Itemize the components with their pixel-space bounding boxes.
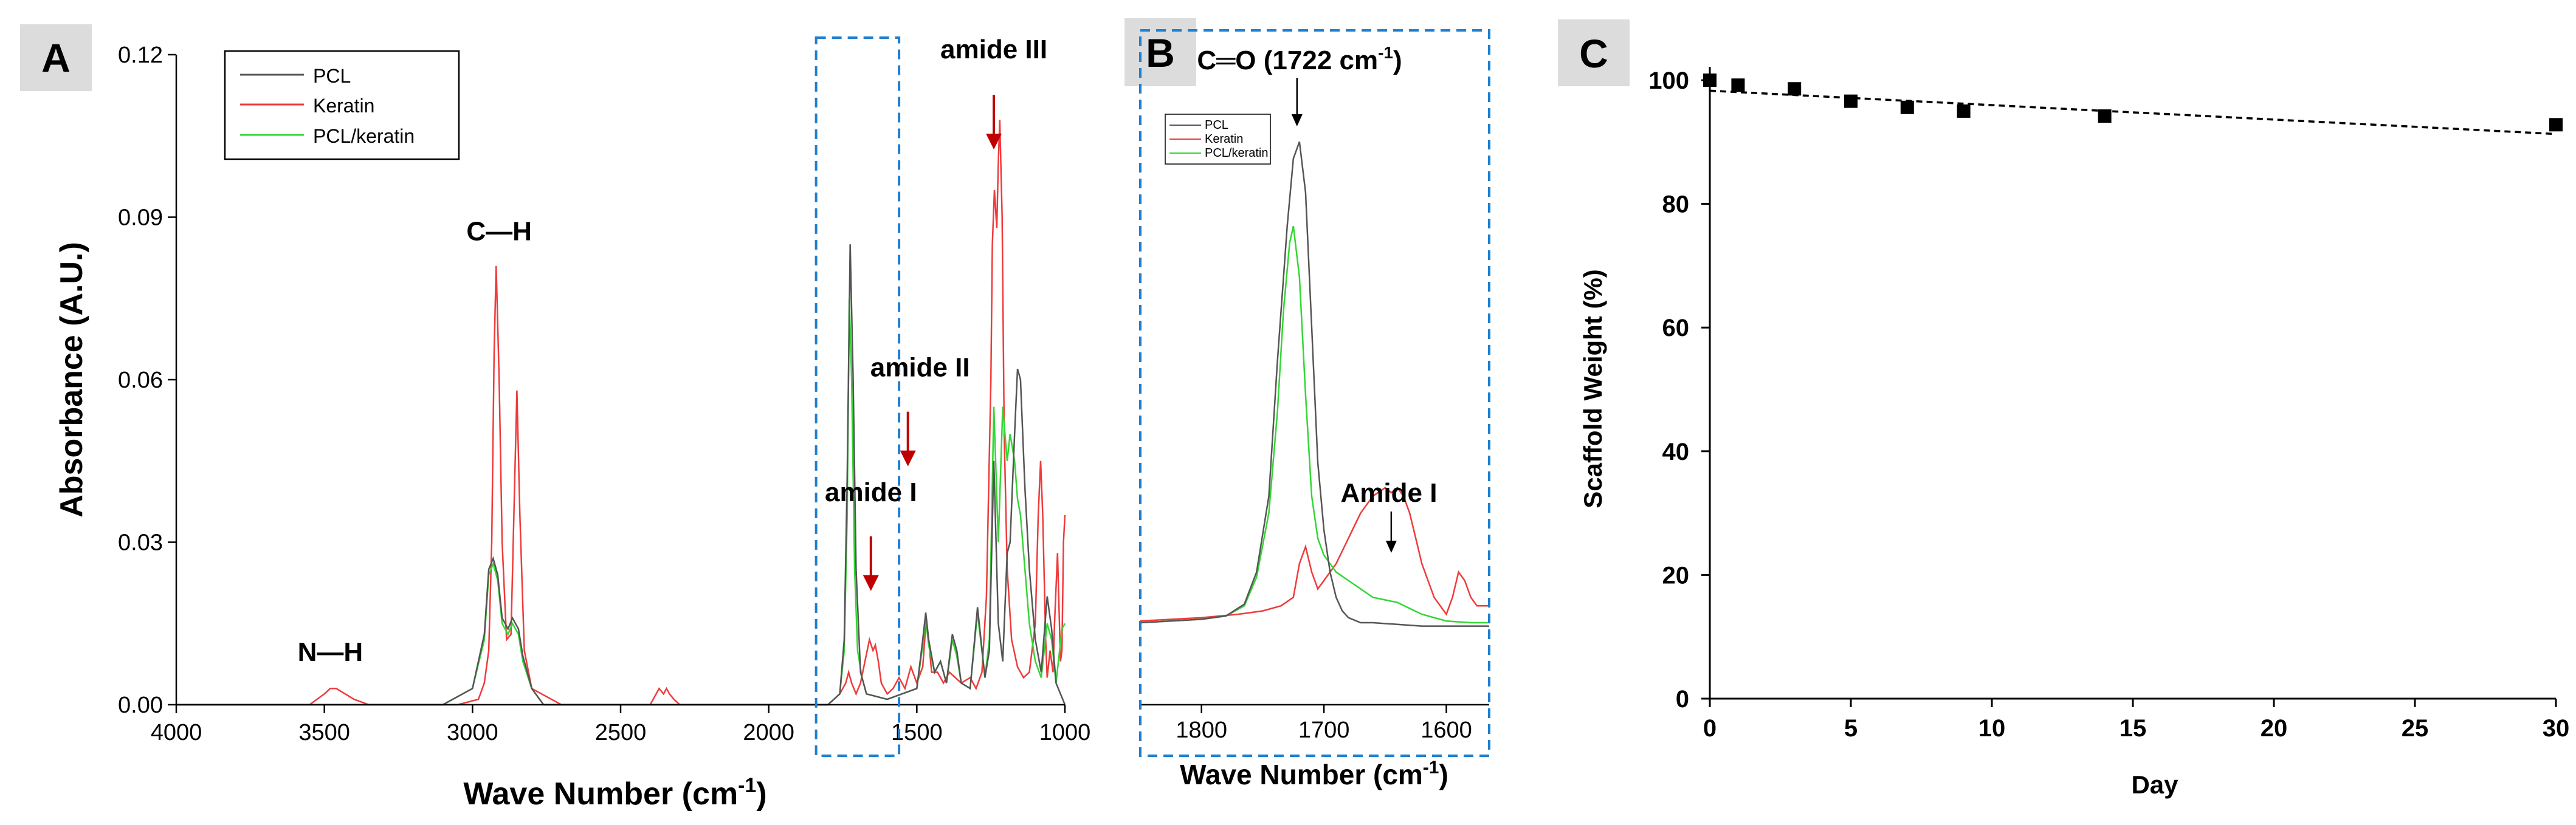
panel-c-points xyxy=(1703,74,2563,132)
panel-c-y-ticks: 0 20 40 60 80 100 xyxy=(1648,67,1710,713)
data-point xyxy=(2549,118,2563,132)
x-tick-label-b: 1800 xyxy=(1176,717,1227,743)
panel-c-letter: C xyxy=(1579,31,1608,76)
annotation-arrow-head xyxy=(900,450,916,467)
x-tick-label: 2000 xyxy=(743,720,794,745)
panel-a: A 4000 3500 3000 2500 2000 1500 1000 0.000.030… xyxy=(20,24,1090,812)
panel-b-arrows xyxy=(1291,78,1397,553)
y-tick-label-c: 100 xyxy=(1648,67,1689,94)
legend-label-pcl-keratin: PCL/keratin xyxy=(313,125,415,147)
x-tick-label: 1000 xyxy=(1039,720,1091,745)
panel-a-y-ticks: 0.00 0.03 0.06 0.09 0.12 xyxy=(118,43,176,718)
data-point xyxy=(2098,109,2112,123)
panel-c-x-axis-title: Day xyxy=(2131,770,2178,799)
y-tick-label: 0.06 xyxy=(118,368,163,393)
x-tick-label-c: 10 xyxy=(1978,715,2006,742)
data-point xyxy=(1731,78,1745,92)
panel-a-series xyxy=(176,119,1066,706)
panel-c-trendline xyxy=(1709,89,2557,135)
x-tick-label-c: 5 xyxy=(1844,715,1858,742)
panel-a-legend: PCL Keratin PCL/keratin xyxy=(224,50,460,160)
x-tick-label-b: 1600 xyxy=(1421,717,1472,743)
annotation-amide-i-b: Amide I xyxy=(1341,478,1438,508)
annotation-arrow-head xyxy=(863,575,879,591)
panel-a-x-ticks: 4000 3500 3000 2500 2000 1500 1000 xyxy=(151,705,1091,745)
x-tick-label: 4000 xyxy=(151,720,202,745)
arrow-head-b xyxy=(1291,114,1303,126)
legend-label-keratin: Keratin xyxy=(313,95,374,117)
x-tick-label-c: 15 xyxy=(2120,715,2147,742)
panel-b-highlight-frame xyxy=(1139,29,1490,757)
series-line-b-pcl xyxy=(1140,141,1489,627)
annotation-amide-ii: amide II xyxy=(870,353,970,383)
y-tick-label-c: 20 xyxy=(1662,562,1690,589)
y-tick-label-c: 60 xyxy=(1662,315,1690,341)
panel-a-letter-box xyxy=(20,24,92,91)
panel-a-x-axis-title: Wave Number (cm-1) xyxy=(463,774,766,812)
series-line-pcl xyxy=(176,244,1066,706)
series-line-b-pcl-keratin xyxy=(1140,225,1489,624)
annotation-arrows xyxy=(863,95,1002,591)
x-tick-label-c: 25 xyxy=(2402,715,2429,742)
legend-label-pcl-keratin-b: PCL/keratin xyxy=(1205,146,1269,160)
y-tick-label-c: 40 xyxy=(1662,439,1690,465)
y-tick-label-c: 0 xyxy=(1676,686,1689,713)
legend-label-keratin-b: Keratin xyxy=(1205,132,1243,146)
annotation-c-h: C—H xyxy=(466,216,532,246)
panel-c-letter-box xyxy=(1558,19,1630,86)
panel-b: B 1800 1700 1600 PCL Keratin PCL/keratin C… xyxy=(1124,18,1490,790)
data-point xyxy=(1957,104,1971,118)
panel-b-legend: PCL Keratin PCL/keratin xyxy=(1165,114,1271,165)
y-tick-label: 0.09 xyxy=(118,205,163,231)
x-tick-label: 3500 xyxy=(298,720,350,745)
panel-b-x-ticks: 1800 1700 1600 xyxy=(1176,705,1472,743)
data-point xyxy=(1844,94,1858,108)
data-point xyxy=(1703,74,1717,87)
x-tick-label-c: 30 xyxy=(2543,715,2570,742)
y-tick-label: 0.00 xyxy=(118,693,163,718)
annotation-n-h: N—H xyxy=(298,637,363,667)
panel-c-y-axis-title: Scaffold Weight (%) xyxy=(1579,269,1607,508)
annotation-arrow-head xyxy=(986,134,1002,150)
annotation-amide-iii: amide III xyxy=(940,35,1047,64)
y-tick-label-c: 80 xyxy=(1662,191,1690,218)
panel-a-highlight-box xyxy=(814,36,901,757)
y-tick-label: 0.12 xyxy=(118,43,163,68)
panel-b-letter: B xyxy=(1146,30,1175,75)
data-point xyxy=(1788,82,1802,96)
series-line-b-keratin xyxy=(1140,486,1489,622)
y-tick-label: 0.03 xyxy=(118,530,163,556)
x-tick-label-c: 0 xyxy=(1703,715,1717,742)
arrow-head-b xyxy=(1385,541,1397,553)
panel-c-x-ticks: 0 5 10 15 20 25 30 xyxy=(1703,699,2569,742)
panel-a-letter: A xyxy=(41,35,71,80)
annotation-amide-i: amide I xyxy=(825,478,917,507)
x-tick-label-b: 1700 xyxy=(1298,717,1350,743)
legend-label-pcl: PCL xyxy=(313,65,351,87)
x-tick-label: 3000 xyxy=(447,720,498,745)
panel-a-annotations: N—H C—H amide I amide II amide III xyxy=(298,35,1047,667)
panel-b-x-axis-title: Wave Number (cm-1) xyxy=(1180,758,1448,790)
x-tick-label: 2500 xyxy=(595,720,647,745)
legend-label-pcl-b: PCL xyxy=(1205,118,1228,132)
panel-a-y-axis-title: Absorbance (A.U.) xyxy=(54,242,89,518)
panel-c: C 0 5 10 15 20 25 30 0 20 40 60 80 100 Day Scaffold… xyxy=(1558,19,2569,799)
data-point xyxy=(1900,100,1914,114)
series-line-keratin xyxy=(176,119,1066,706)
x-tick-label-c: 20 xyxy=(2261,715,2288,742)
panel-b-series xyxy=(1140,141,1489,627)
annotation-carbonyl: C═O (1722 cm-1) xyxy=(1197,43,1402,75)
